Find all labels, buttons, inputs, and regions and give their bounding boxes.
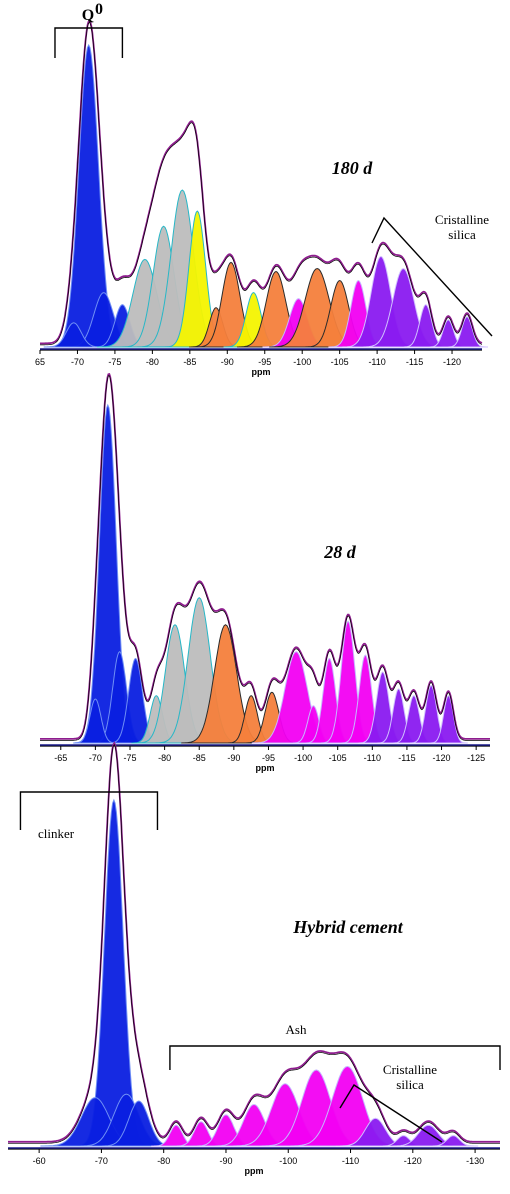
x-tick-label: -120 [443,357,461,367]
peak-blue [49,43,128,348]
x-tick-label: -80 [146,357,159,367]
sample-label: 28 d [323,542,357,562]
x-axis-title: ppm [252,367,271,377]
x-tick-label: -60 [33,1156,46,1166]
cristalline-silica-bracket [371,216,493,337]
x-tick-label: -75 [123,753,136,763]
x-tick-label: -80 [158,753,171,763]
peak-blue [73,698,118,744]
q0-superscript: 0 [95,1,103,18]
nmr-panel: -60 -70 -80 -90 -100 -110 -120 -130 ppm Hybrid ce… [8,741,501,1176]
fitted-envelope [8,741,500,1143]
x-tick-label: -110 [364,753,381,763]
x-tick-label: -95 [262,753,275,763]
x-tick-label: -100 [279,1156,297,1166]
q0-bracket [54,27,124,58]
x-tick-label: -120 [404,1156,422,1166]
x-tick-label: -125 [467,753,485,763]
x-tick-label: -110 [342,1156,359,1166]
annotation-label: Ash [286,1022,307,1037]
x-tick-label: -120 [433,753,451,763]
q0-label: Q [82,7,94,24]
experimental-spectrum [40,21,483,346]
deconvolution-peaks [43,43,488,348]
x-axis-title: ppm [256,763,275,773]
x-tick-label: -90 [219,1156,232,1166]
x-tick-label: -115 [406,357,423,367]
x-tick-label: -100 [294,753,312,763]
x-tick-label: 65 [35,357,45,367]
clinker-bracket [19,791,159,830]
x-tick-label: -110 [368,357,385,367]
annotation-label: silica [448,227,476,242]
x-tick-label: -85 [183,357,196,367]
x-tick-label: -130 [466,1156,484,1166]
x-tick-label: -80 [157,1156,170,1166]
experimental-spectrum [40,375,490,741]
x-tick-label: -115 [398,753,415,763]
experimental-spectrum [8,743,500,1144]
deconvolution-peaks [73,403,468,744]
annotation-label: silica [396,1077,424,1092]
x-tick-label: -85 [193,753,206,763]
peak-violet [446,316,488,348]
x-tick-label: -70 [95,1156,108,1166]
sample-label: Hybrid cement [292,917,403,937]
x-tick-label: -90 [227,753,240,763]
x-tick-label: -65 [54,753,67,763]
annotation-label: Cristalline [383,1062,437,1077]
x-tick-label: -70 [89,753,102,763]
x-axis-ticks: 65 -70 -75 -80 -85 -90 -95 -100 -105 -110 -115 -120 [35,350,461,367]
annotation-label: Cristalline [435,212,489,227]
fitted-envelope [40,19,483,345]
peak-violet [428,1135,479,1147]
nmr-panel: 65 -70 -75 -80 -85 -90 -95 -100 -105 -110 -115 -120… [35,1,493,377]
x-tick-label: -95 [258,357,271,367]
x-axis-title: ppm [245,1166,264,1176]
nmr-panel: -65 -70 -75 -80 -85 -90 -95 -100 -105 -110 -115 -12… [40,373,490,773]
annotation-label: clinker [38,826,75,841]
x-tick-label: -105 [331,357,349,367]
x-tick-label: -70 [71,357,84,367]
sample-label: 180 d [332,158,374,178]
x-tick-label: -75 [108,357,121,367]
cristalline-silica-bracket [339,1084,443,1143]
x-axis-ticks: -65 -70 -75 -80 -85 -90 -95 -100 -105 -110 -115 -12… [54,746,485,763]
x-tick-label: -100 [293,357,311,367]
x-tick-label: -90 [221,357,234,367]
x-tick-label: -105 [329,753,347,763]
ash-bracket [169,1045,501,1070]
peak-blue [43,322,104,348]
deconvolution-peaks [40,798,479,1147]
x-axis-ticks: -60 -70 -80 -90 -100 -110 -120 -130 [33,1149,484,1166]
peak-violet [429,695,468,744]
